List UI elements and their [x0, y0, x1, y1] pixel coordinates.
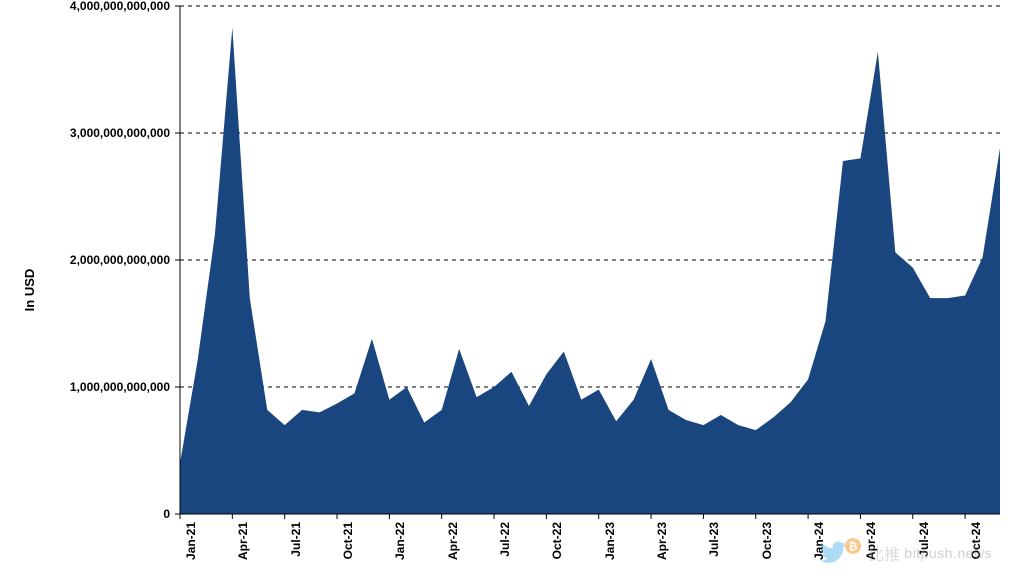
- chart-container: In USD 01,000,000,000,0002,000,000,000,0…: [0, 0, 1010, 579]
- watermark: ₿ 比推 bitpush.news: [816, 539, 992, 567]
- area-series: [180, 28, 1000, 514]
- area-chart: [0, 0, 1010, 579]
- watermark-brand-cn: 比推: [868, 541, 900, 565]
- watermark-brand-en: bitpush.news: [904, 545, 992, 561]
- coin-icon: ₿: [844, 537, 862, 555]
- svg-text:₿: ₿: [849, 541, 858, 553]
